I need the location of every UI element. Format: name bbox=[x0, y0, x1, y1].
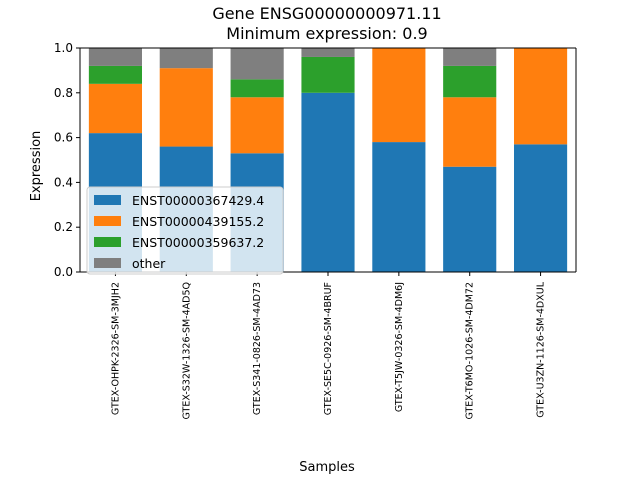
x-tick-label: GTEX-U3ZN-1126-SM-4DXUL bbox=[536, 281, 547, 417]
legend: ENST00000367429.4 ENST00000439155.2 ENST00… bbox=[86, 186, 284, 275]
bar-segment-2-sample-3 bbox=[230, 97, 284, 154]
y-tick-label: 0.2 bbox=[54, 220, 73, 234]
y-tick-label: 0.4 bbox=[54, 175, 73, 189]
bar-segment-3-sample-4 bbox=[301, 56, 355, 93]
x-tick-label: GTEX-T5JW-0326-SM-4DM6J bbox=[394, 282, 405, 412]
y-axis-label: Expression bbox=[29, 131, 44, 202]
legend-swatch bbox=[94, 237, 121, 247]
bar-segment-2-sample-5 bbox=[372, 48, 426, 143]
legend-swatch bbox=[94, 216, 121, 226]
bar-segment-1-sample-5 bbox=[372, 142, 426, 272]
x-tick-label: GTEX-T6MO-1026-SM-4DM72 bbox=[465, 282, 476, 420]
y-tick-label: 1.0 bbox=[54, 41, 73, 55]
chart-subtitle: Minimum expression: 0.9 bbox=[226, 24, 427, 43]
bar-segment-2-sample-1 bbox=[88, 83, 142, 134]
bar-segment-4-sample-2 bbox=[159, 48, 213, 69]
bar-segment-1-sample-6 bbox=[443, 166, 497, 272]
bar-segment-4-sample-4 bbox=[301, 48, 355, 57]
legend-label: ENST00000359637.2 bbox=[132, 235, 264, 250]
legend-box bbox=[86, 186, 284, 275]
bar-segment-4-sample-1 bbox=[88, 48, 142, 66]
x-tick-label: GTEX-OHPK-2326-SM-3MJH2 bbox=[110, 282, 121, 415]
bar-segment-2-sample-7 bbox=[514, 48, 568, 145]
x-tick-label: GTEX-S341-0826-SM-4AD73 bbox=[252, 282, 263, 415]
bar-segment-1-sample-4 bbox=[301, 92, 355, 272]
y-tick-label: 0.8 bbox=[54, 86, 73, 100]
legend-swatch bbox=[94, 258, 121, 268]
bar-segment-3-sample-3 bbox=[230, 79, 284, 98]
legend-label: ENST00000367429.4 bbox=[132, 193, 264, 208]
bar-segment-2-sample-6 bbox=[443, 97, 497, 167]
bar-segment-3-sample-6 bbox=[443, 65, 497, 98]
bar-segment-2-sample-2 bbox=[159, 68, 213, 147]
y-tick-label: 0.6 bbox=[54, 131, 73, 145]
bar-segment-3-sample-1 bbox=[88, 65, 142, 84]
legend-label: ENST00000439155.2 bbox=[132, 214, 264, 229]
x-axis-label: Samples bbox=[299, 460, 355, 475]
legend-label: other bbox=[132, 256, 166, 271]
y-tick-label: 0.0 bbox=[54, 265, 73, 279]
axes-layer: 0.0 0.2 0.4 0.6 0.8 1.0 GTEX-OHPK-2326-SM-3MJH… bbox=[54, 41, 577, 420]
bar-segment-4-sample-6 bbox=[443, 48, 497, 66]
legend-swatch bbox=[94, 195, 121, 205]
x-tick-label: GTEX-S32W-1326-SM-4AD5Q bbox=[181, 282, 192, 420]
chart-title: Gene ENSG00000000971.11 bbox=[212, 4, 441, 23]
x-tick-label: GTEX-SE5C-0926-SM-4BRUF bbox=[323, 282, 334, 415]
bar-segment-1-sample-7 bbox=[514, 144, 568, 272]
bar-segment-4-sample-3 bbox=[230, 48, 284, 80]
